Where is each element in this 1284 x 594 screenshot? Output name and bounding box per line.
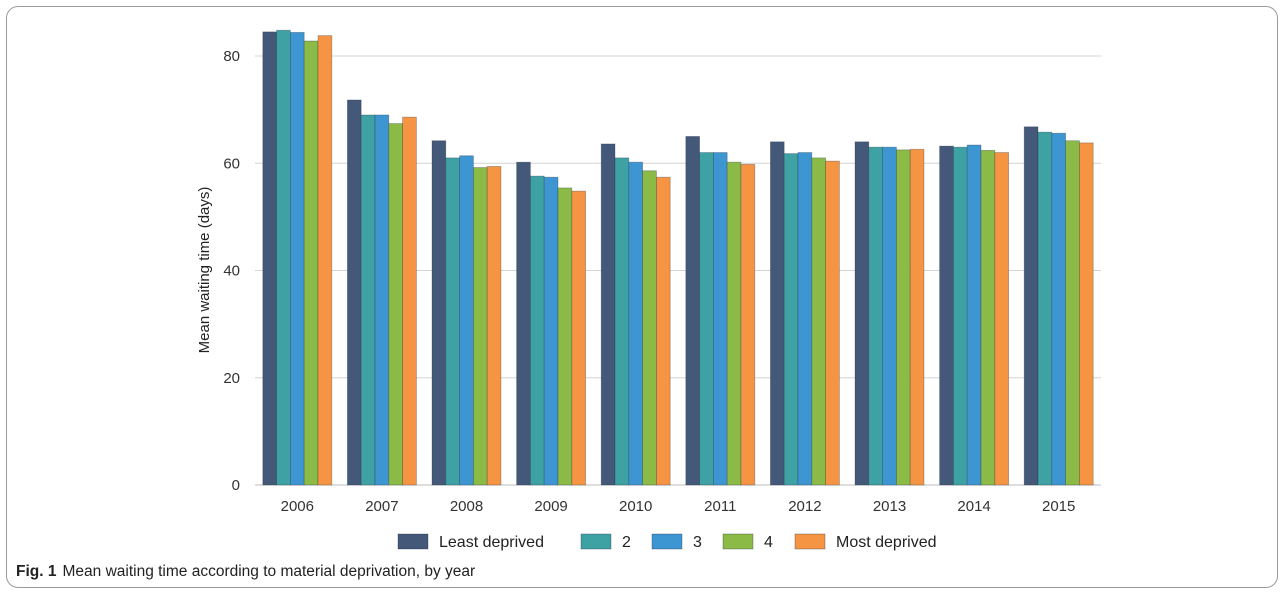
bar-2009-series-1 <box>516 161 531 486</box>
y-tick-label: 0 <box>232 477 240 494</box>
legend-label: Most deprived <box>836 534 937 551</box>
x-tick-label: 2012 <box>788 498 821 515</box>
legend: Least deprived 2 3 4 Most deprived <box>397 533 937 551</box>
bar-2009-series-4 <box>557 187 573 486</box>
bar-2007-series-3 <box>374 114 390 486</box>
x-tick-label: 2010 <box>619 498 652 515</box>
bars <box>262 29 1094 486</box>
bar-2013-series-5 <box>909 148 925 486</box>
bar-2010-series-4 <box>642 170 657 486</box>
bar-2007-series-2 <box>360 114 376 486</box>
bar-2009-series-5 <box>571 190 586 486</box>
legend-swatch-2 <box>580 533 612 550</box>
y-axis-title: Mean waiting time (days) <box>196 187 213 354</box>
legend-swatch-3 <box>651 533 683 550</box>
legend-label: Least deprived <box>439 534 544 551</box>
x-tick-label: 2011 <box>704 498 736 515</box>
bar-2011-series-2 <box>699 152 714 486</box>
bar-2014-series-4 <box>980 149 996 486</box>
bar-2009-series-3 <box>543 176 559 486</box>
bar-2014-series-1 <box>939 145 954 486</box>
bar-2009-series-2 <box>530 175 545 486</box>
x-tick-label: 2008 <box>450 498 483 515</box>
bar-2014-series-2 <box>953 146 968 486</box>
bar-2010-series-5 <box>656 176 671 486</box>
bar-2012-series-1 <box>770 141 785 486</box>
x-axis-ticks: 2006 2007 2008 2009 2010 2011 2012 2013 2014 2015 <box>281 498 1076 515</box>
bar-2006-series-4 <box>303 40 319 486</box>
bar-2010-series-2 <box>614 157 630 486</box>
bar-2006-series-3 <box>289 32 305 486</box>
y-tick-label: 20 <box>223 370 240 387</box>
bar-2006-series-5 <box>317 35 333 486</box>
y-axis-ticks: 0 20 40 60 80 <box>223 48 240 494</box>
x-tick-label: 2015 <box>1042 498 1075 515</box>
figure-caption-text: Mean waiting time according to material … <box>62 563 476 580</box>
legend-swatch-5 <box>794 533 826 550</box>
bar-2007-series-5 <box>402 116 417 486</box>
bar-2012-series-5 <box>825 160 840 486</box>
bar-2006-series-2 <box>276 29 291 486</box>
bar-2008-series-5 <box>486 166 502 486</box>
bar-2014-series-5 <box>994 152 1009 486</box>
bar-2015-series-2 <box>1037 131 1053 486</box>
legend-swatch-1 <box>397 533 429 550</box>
bar-2013-series-1 <box>854 141 870 486</box>
bar-2012-series-4 <box>811 157 826 486</box>
bar-2012-series-2 <box>783 153 799 486</box>
bar-2013-series-2 <box>868 146 883 486</box>
x-tick-label: 2013 <box>873 498 906 515</box>
bar-2014-series-3 <box>966 144 982 486</box>
bar-2008-series-4 <box>472 167 488 486</box>
bar-2015-series-1 <box>1023 126 1039 486</box>
y-tick-label: 80 <box>223 48 240 65</box>
bar-2011-series-3 <box>713 152 728 486</box>
bar-2011-series-4 <box>726 161 742 486</box>
x-tick-label: 2009 <box>534 498 567 515</box>
bar-2013-series-4 <box>896 149 911 486</box>
legend-label: 4 <box>764 534 773 551</box>
bar-2010-series-1 <box>600 143 616 486</box>
bar-2007-series-4 <box>388 123 403 486</box>
bar-2015-series-5 <box>1079 142 1094 486</box>
bar-2006-series-1 <box>262 31 277 486</box>
bar-2011-series-5 <box>740 163 756 486</box>
figure-label: Fig. 1 <box>16 563 57 580</box>
bar-2008-series-2 <box>445 157 460 486</box>
legend-label: 3 <box>693 534 702 551</box>
bar-2011-series-1 <box>685 136 700 486</box>
figure-caption: Fig. 1 Mean waiting time according to mat… <box>16 563 475 581</box>
legend-swatch-4 <box>722 533 754 550</box>
y-tick-label: 40 <box>223 263 240 280</box>
legend-label: 2 <box>622 534 631 551</box>
bar-2008-series-1 <box>431 140 447 486</box>
figure-frame <box>6 6 1278 588</box>
bar-2013-series-3 <box>882 146 897 486</box>
bar-2012-series-3 <box>797 152 813 486</box>
bar-2010-series-3 <box>628 161 643 486</box>
y-tick-label: 60 <box>223 155 240 172</box>
bar-2015-series-4 <box>1065 140 1080 486</box>
bar-2015-series-3 <box>1051 132 1067 486</box>
x-tick-label: 2007 <box>365 498 398 515</box>
bar-2008-series-3 <box>459 155 474 486</box>
bar-2007-series-1 <box>346 99 362 486</box>
x-tick-label: 2014 <box>957 498 990 515</box>
x-tick-label: 2006 <box>281 498 314 515</box>
